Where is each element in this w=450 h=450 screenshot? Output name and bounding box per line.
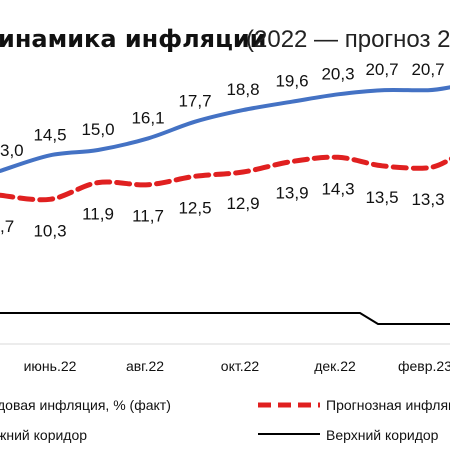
series-lines xyxy=(0,85,450,325)
x-axis-ticks: июнь.22 авг.22 окт.22 дек.22 февр.23 xyxy=(24,358,450,374)
fact-inflation-label: 17,7 xyxy=(178,92,211,111)
x-tick-label: июнь.22 xyxy=(24,358,77,374)
fact-inflation-label: 20,7 xyxy=(411,60,444,79)
fact-inflation-line xyxy=(0,85,450,173)
fact-inflation-label: 20,3 xyxy=(321,64,354,83)
data-labels: 3,0 14,5 15,0 16,1 17,7 18,8 19,6 20,3 20,7 20,7,… xyxy=(0,60,445,240)
fact-inflation-label: 19,6 xyxy=(275,72,308,91)
fact-inflation-label: 20,7 xyxy=(365,60,398,79)
fact-inflation-label: 16,1 xyxy=(131,108,164,127)
legend-lower-label: жний коридор xyxy=(0,427,87,443)
forecast-inflation-label: 13,9 xyxy=(275,184,308,203)
forecast-inflation-label: 14,3 xyxy=(321,179,354,198)
fact-inflation-label: 3,0 xyxy=(0,141,24,160)
x-tick-label: авг.22 xyxy=(126,358,164,374)
legend-fact-label: довая инфляция, % (факт) xyxy=(0,397,171,413)
forecast-inflation-label: 11,9 xyxy=(82,205,114,224)
forecast-inflation-label: 13,3 xyxy=(411,190,444,209)
x-tick-label: февр.23 xyxy=(398,358,450,374)
forecast-inflation-line xyxy=(0,154,450,203)
fact-inflation-label: 18,8 xyxy=(226,80,259,99)
chart-title: инамика инфляции xyxy=(0,25,267,53)
fact-inflation-label: 14,5 xyxy=(33,125,66,144)
forecast-inflation-label: 12,9 xyxy=(226,194,259,213)
forecast-inflation-label: 10,3 xyxy=(33,221,66,240)
x-tick-label: дек.22 xyxy=(314,358,356,374)
lower-corridor-line xyxy=(0,312,450,325)
x-tick-label: окт.22 xyxy=(221,358,260,374)
forecast-inflation-label: 11,7 xyxy=(132,207,164,226)
fact-inflation-label: 15,0 xyxy=(81,120,114,139)
forecast-inflation-label: 12,5 xyxy=(178,198,211,217)
forecast-inflation-label: ,7 xyxy=(0,217,14,236)
forecast-inflation-label: 13,5 xyxy=(365,188,398,207)
legend: довая инфляция, % (факт) Прогнозная инфл… xyxy=(0,397,450,443)
chart-subtitle: (2022 — прогноз 2023 xyxy=(246,26,450,53)
legend-forecast-label: Прогнозная инфляц xyxy=(326,397,450,413)
legend-upper-label: Верхний коридор xyxy=(326,427,439,443)
